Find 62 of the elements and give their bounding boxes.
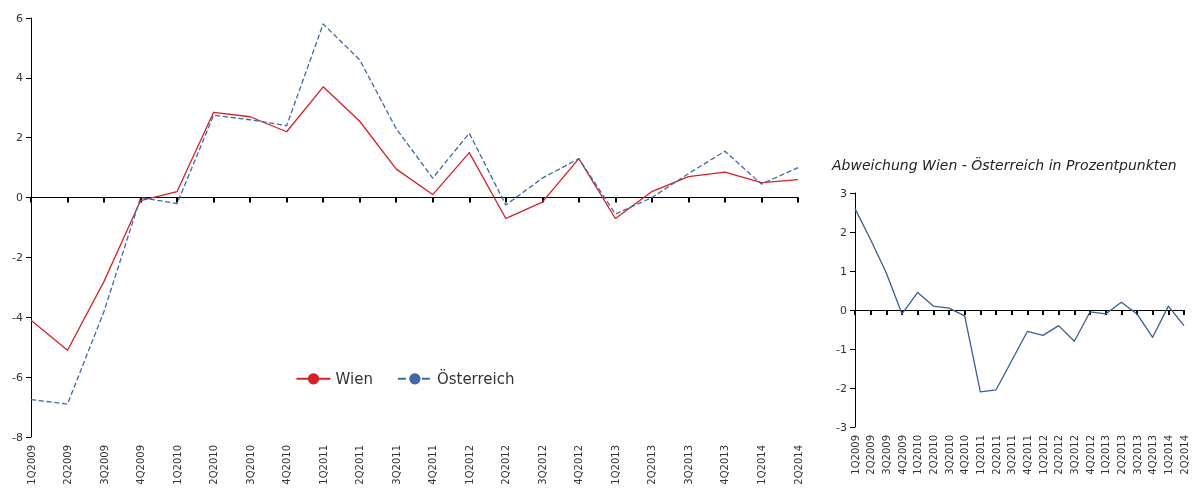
x-tick-label: 4Q2012	[1084, 435, 1096, 475]
y-tick-label: -4	[12, 310, 23, 324]
x-tick-label: 3Q2009	[880, 435, 892, 475]
x-tick-label: 4Q2011	[1021, 435, 1033, 475]
x-tick-label: 4Q2010	[959, 435, 971, 475]
x-tick-label: 2Q2012	[1053, 435, 1065, 475]
x-tick-label: 1Q2012	[1037, 435, 1049, 475]
y-tick-label: 3	[840, 186, 847, 200]
y-tick-label: 0	[16, 191, 23, 205]
x-tick-label: 2Q2013	[1115, 435, 1127, 475]
x-tick-label: 2Q2011	[354, 445, 366, 485]
y-tick-label: -2	[12, 250, 23, 264]
x-tick-label: 4Q2009	[135, 445, 147, 485]
x-tick-label: 2Q2012	[500, 445, 512, 485]
y-tick-label: -6	[12, 370, 23, 384]
x-tick-label: 2Q2013	[646, 445, 658, 485]
x-tick-label: 3Q2011	[390, 445, 402, 485]
x-tick-label: 4Q2010	[281, 445, 293, 485]
x-tick-label: 4Q2013	[1147, 435, 1159, 475]
x-tick-label: 3Q2013	[682, 445, 694, 485]
y-tick-label: 0	[840, 303, 847, 317]
x-tick-label: 4Q2011	[427, 445, 439, 485]
y-tick-label: -3	[836, 420, 847, 434]
y-tick-label: 2	[840, 225, 847, 239]
x-tick-label: 3Q2012	[1068, 435, 1080, 475]
x-tick-label: 3Q2009	[98, 445, 110, 485]
y-tick-label: 4	[16, 71, 23, 85]
x-tick-label: 1Q2014	[1162, 435, 1174, 475]
x-tick-label: 1Q2013	[609, 445, 621, 485]
x-tick-label: 4Q2009	[896, 435, 908, 475]
x-tick-label: 1Q2013	[1100, 435, 1112, 475]
legend-label: Österreich	[436, 368, 515, 388]
legend-label: Wien	[335, 369, 373, 388]
x-tick-label: 3Q2011	[1006, 435, 1018, 475]
y-tick-label: -8	[12, 430, 23, 444]
x-tick-label: 2Q2014	[1178, 435, 1190, 475]
y-tick-label: 1	[840, 264, 847, 278]
chart-title: Abweichung Wien - Österreich in Prozentpunkten	[831, 156, 1177, 173]
x-tick-label: 1Q2012	[463, 445, 475, 485]
x-tick-label: 2Q2014	[792, 445, 804, 485]
y-tick-label: 6	[16, 11, 23, 25]
x-tick-label: 1Q2014	[755, 445, 767, 485]
x-tick-label: 2Q2011	[990, 435, 1002, 475]
x-tick-label: 2Q2010	[927, 435, 939, 475]
x-tick-label: 3Q2013	[1131, 435, 1143, 475]
x-tick-label: 1Q2011	[974, 435, 986, 475]
x-tick-label: 3Q2012	[536, 445, 548, 485]
x-tick-label: 1Q2009	[25, 445, 37, 485]
x-tick-label: 1Q2010	[171, 445, 183, 485]
y-tick-label: -2	[836, 381, 847, 395]
x-tick-label: 2Q2010	[208, 445, 220, 485]
x-tick-label: 3Q2010	[244, 445, 256, 485]
x-tick-label: 4Q2013	[719, 445, 731, 485]
x-tick-label: 1Q2010	[912, 435, 924, 475]
x-tick-label: 2Q2009	[62, 445, 74, 485]
x-tick-label: 1Q2009	[849, 435, 861, 475]
x-tick-label: 4Q2012	[573, 445, 585, 485]
y-tick-label: 2	[16, 131, 23, 145]
y-tick-label: -1	[836, 342, 847, 356]
x-tick-label: 1Q2011	[317, 445, 329, 485]
x-tick-label: 2Q2009	[865, 435, 877, 475]
x-tick-label: 3Q2010	[943, 435, 955, 475]
